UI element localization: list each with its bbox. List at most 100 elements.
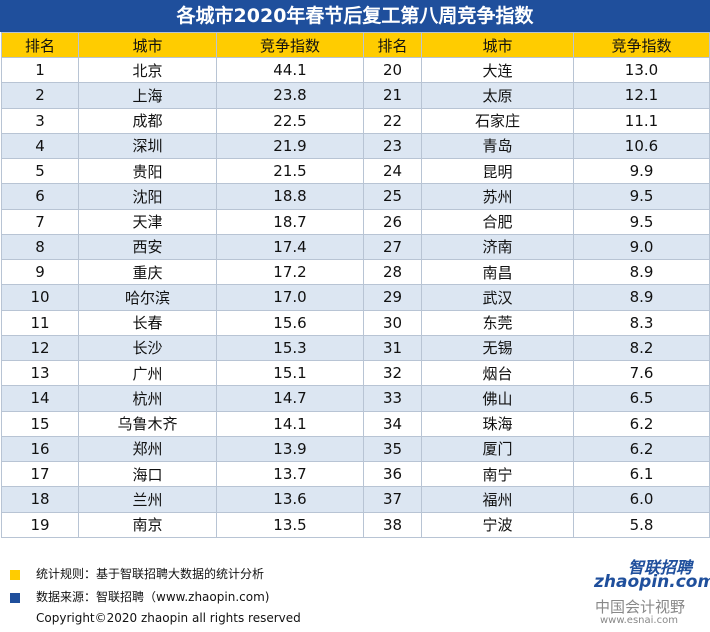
table-row: 3 成都 22.5 22 石家庄 11.1: [1, 107, 710, 134]
table-cell: 哈尔滨: [78, 284, 217, 311]
table-cell: 厦门: [421, 435, 574, 463]
table-cell: 17.2: [216, 258, 364, 286]
table-cell: 合肥: [421, 208, 574, 235]
title: 各城市2020年春节后复工第八周竞争指数: [0, 0, 710, 32]
table-cell: 9.5: [573, 208, 710, 235]
watermark-site: www.esnai.com: [600, 615, 678, 626]
table-row: 14 杭州 14.7 33 佛山 6.5: [1, 385, 710, 412]
table-cell: 12.1: [573, 82, 710, 109]
table-cell: 8: [1, 233, 79, 261]
table-cell: 15.3: [216, 334, 364, 362]
table-cell: 福州: [421, 486, 574, 513]
copyright: Copyright©2020 zhaopin all rights reserv…: [36, 611, 301, 625]
table-cell: 7: [1, 208, 79, 235]
table-cell: 长春: [78, 309, 217, 336]
header-cell: 城市: [78, 32, 217, 58]
table-cell: 15.1: [216, 359, 364, 387]
table-cell: 无锡: [421, 334, 574, 362]
table-cell: 37: [363, 486, 422, 513]
table-cell: 长沙: [78, 334, 217, 362]
table-row: 10 哈尔滨 17.0 29 武汉 8.9: [1, 284, 710, 311]
table-row: 5 贵阳 21.5 24 昆明 9.9: [1, 157, 710, 185]
table-cell: 18.7: [216, 208, 364, 235]
table-cell: 8.2: [573, 334, 710, 362]
table-cell: 26: [363, 208, 422, 235]
table-cell: 6.0: [573, 486, 710, 513]
table-cell: 10: [1, 284, 79, 311]
table-cell: 重庆: [78, 258, 217, 286]
table-cell: 33: [363, 385, 422, 412]
table-row: 15 乌鲁木齐 14.1 34 珠海 6.2: [1, 410, 710, 437]
table-cell: 19: [1, 511, 79, 538]
table-cell: 13.9: [216, 435, 364, 463]
table-cell: 济南: [421, 233, 574, 261]
table-cell: 34: [363, 410, 422, 437]
table-cell: 15.6: [216, 309, 364, 336]
table-cell: 22.5: [216, 107, 364, 134]
table-cell: 乌鲁木齐: [78, 410, 217, 437]
table-cell: 17.0: [216, 284, 364, 311]
table-cell: 8.9: [573, 258, 710, 286]
table-cell: 6: [1, 183, 79, 210]
table-cell: 28: [363, 258, 422, 286]
table-cell: 6.5: [573, 385, 710, 412]
table-cell: 13.7: [216, 460, 364, 488]
table-cell: 16: [1, 435, 79, 463]
table-cell: 9.5: [573, 183, 710, 210]
table-cell: 昆明: [421, 157, 574, 185]
table-cell: 20: [363, 56, 422, 84]
table-cell: 深圳: [78, 132, 217, 160]
table-row: 6 沈阳 18.8 25 苏州 9.5: [1, 183, 710, 210]
table-cell: 13: [1, 359, 79, 387]
source-note: 数据来源：智联招聘（www.zhaopin.com): [10, 588, 269, 605]
header-cell: 排名: [1, 32, 79, 58]
table: 排名 城市 竞争指数 排名 城市 竞争指数 1 北京 44.1 20 大连 13.0 2 上海 23.8 2…: [1, 32, 710, 538]
table-cell: 32: [363, 359, 422, 387]
table-cell: 太原: [421, 82, 574, 109]
table-cell: 30: [363, 309, 422, 336]
table-cell: 天津: [78, 208, 217, 235]
table-cell: 13.5: [216, 511, 364, 538]
table-cell: 17.4: [216, 233, 364, 261]
header-row: 排名 城市 竞争指数 排名 城市 竞争指数: [1, 32, 710, 58]
table-cell: 成都: [78, 107, 217, 134]
table-row: 1 北京 44.1 20 大连 13.0: [1, 56, 710, 84]
table-cell: 1: [1, 56, 79, 84]
table-cell: 22: [363, 107, 422, 134]
table-cell: 23.8: [216, 82, 364, 109]
table-row: 11 长春 15.6 30 东莞 8.3: [1, 309, 710, 336]
header-cell: 排名: [363, 32, 422, 58]
source-text: 数据来源：智联招聘（www.zhaopin.com): [36, 590, 270, 604]
table-row: 12 长沙 15.3 31 无锡 8.2: [1, 334, 710, 362]
table-cell: 18.8: [216, 183, 364, 210]
table-cell: 27: [363, 233, 422, 261]
watermark-name: 中国会计视野: [595, 598, 686, 616]
header-cell: 城市: [421, 32, 574, 58]
table-cell: 佛山: [421, 385, 574, 412]
table-cell: 18: [1, 486, 79, 513]
table-cell: 上海: [78, 82, 217, 109]
table-cell: 10.6: [573, 132, 710, 160]
table-cell: 31: [363, 334, 422, 362]
table-row: 13 广州 15.1 32 烟台 7.6: [1, 359, 710, 387]
table-cell: 11.1: [573, 107, 710, 134]
table-cell: 郑州: [78, 435, 217, 463]
table-cell: 宁波: [421, 511, 574, 538]
table-cell: 苏州: [421, 183, 574, 210]
table-cell: 11: [1, 309, 79, 336]
table-cell: 大连: [421, 56, 574, 84]
table-cell: 沈阳: [78, 183, 217, 210]
table-cell: 北京: [78, 56, 217, 84]
table-cell: 8.3: [573, 309, 710, 336]
table-cell: 8.9: [573, 284, 710, 311]
table-row: 7 天津 18.7 26 合肥 9.5: [1, 208, 710, 235]
table-cell: 贵阳: [78, 157, 217, 185]
table-cell: 38: [363, 511, 422, 538]
table-cell: 9.0: [573, 233, 710, 261]
table-cell: 珠海: [421, 410, 574, 437]
table-cell: 13.6: [216, 486, 364, 513]
table-cell: 12: [1, 334, 79, 362]
table-cell: 15: [1, 410, 79, 437]
table-row: 8 西安 17.4 27 济南 9.0: [1, 233, 710, 261]
table-cell: 23: [363, 132, 422, 160]
